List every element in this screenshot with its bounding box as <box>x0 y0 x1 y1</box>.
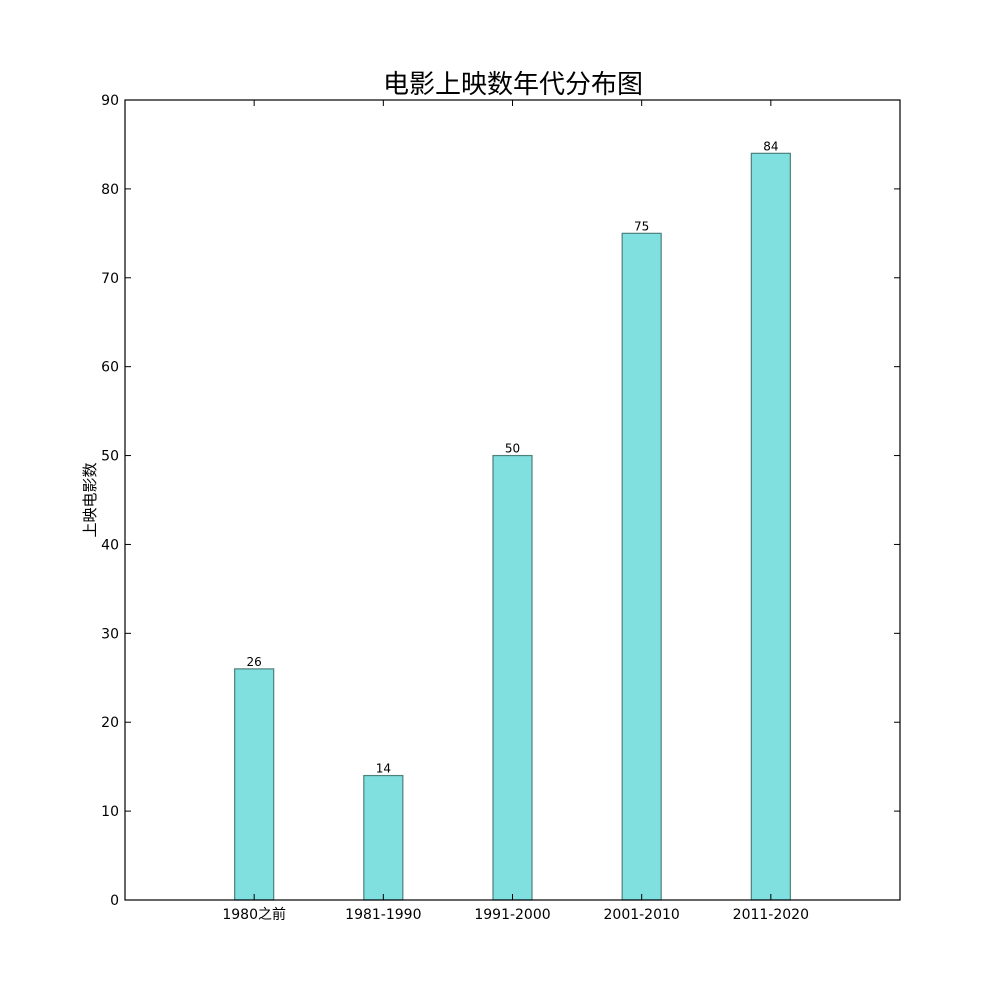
bar <box>621 232 662 901</box>
y-tick-label: 50 <box>101 449 119 465</box>
y-tick-label: 70 <box>101 271 119 287</box>
y-tick-label: 0 <box>110 893 119 909</box>
y-tick-label: 90 <box>101 93 119 109</box>
x-tick-label: 2001-2010 <box>604 907 680 923</box>
bar <box>234 668 275 901</box>
bar <box>492 454 533 901</box>
y-tick-label: 40 <box>101 537 119 553</box>
x-tick-label: 2011-2020 <box>733 907 809 923</box>
chart-title: 电影上映数年代分布图 <box>383 70 643 100</box>
bars-layer: 26 14 50 75 84 <box>234 139 791 901</box>
y-tick-label: 60 <box>101 360 119 376</box>
y-tick-label: 20 <box>101 715 119 731</box>
y-tick-label: 80 <box>101 182 119 198</box>
bar-value-label: 75 <box>634 219 649 233</box>
y-tick-label: 10 <box>101 804 119 820</box>
bar-value-label: 26 <box>247 655 262 669</box>
x-tick-label: 1981-1990 <box>345 907 421 923</box>
bar <box>363 774 404 901</box>
plot-frame <box>124 99 901 901</box>
bar-value-label: 84 <box>763 139 778 153</box>
x-tick-label: 1980之前 <box>222 906 286 923</box>
bar-value-label: 14 <box>376 762 391 776</box>
bar-value-label: 50 <box>505 442 520 456</box>
ticks-layer: 0 10 20 30 40 50 60 70 80 90 1980之前 1981-1990 1991-2… <box>101 93 900 923</box>
y-axis-label: 上映电影数 <box>81 462 99 537</box>
bar <box>750 152 791 901</box>
y-tick-label: 30 <box>101 626 119 642</box>
x-tick-label: 1991-2000 <box>474 907 550 923</box>
